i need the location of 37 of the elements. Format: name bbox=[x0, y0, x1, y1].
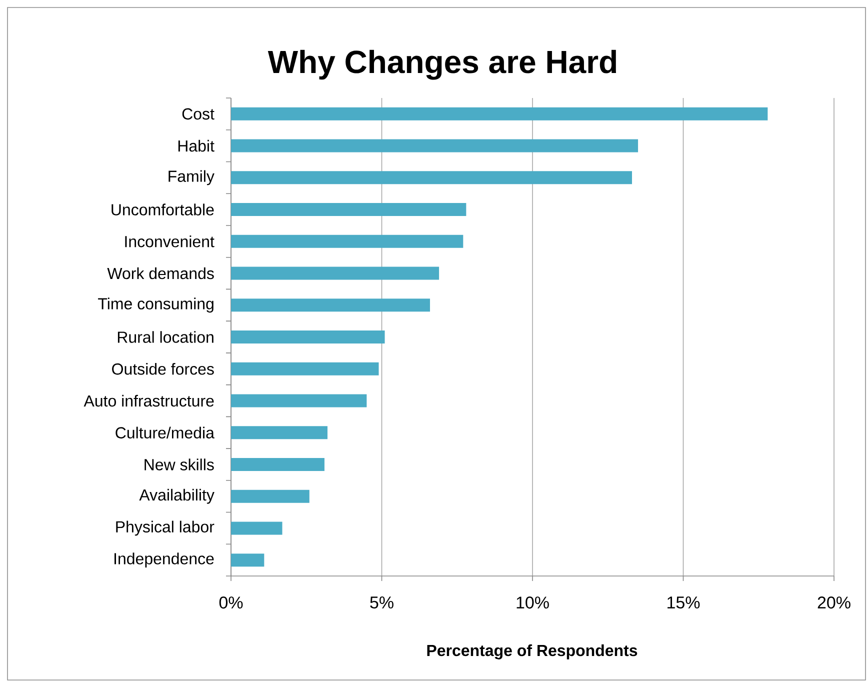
y-tick-label: Physical labor bbox=[116, 520, 214, 536]
bar bbox=[231, 490, 310, 503]
bar bbox=[231, 522, 282, 535]
bar bbox=[231, 298, 430, 312]
y-tick-label: Rural location bbox=[118, 331, 214, 343]
bar bbox=[231, 394, 367, 408]
x-axis-title: Percentage of Respondents bbox=[427, 644, 638, 660]
y-tick-label: Independence bbox=[114, 552, 214, 568]
x-tick-label: 0% bbox=[219, 596, 243, 609]
y-tick-label: Cost bbox=[182, 108, 214, 120]
bar bbox=[231, 554, 264, 567]
bar bbox=[231, 266, 440, 280]
y-tick-label: Inconvenient bbox=[125, 236, 214, 248]
y-tick-label: Work demands bbox=[107, 267, 214, 280]
bar bbox=[231, 362, 379, 376]
y-tick-label: Auto infrastructure bbox=[84, 394, 214, 407]
bar bbox=[231, 330, 385, 344]
bar bbox=[231, 203, 466, 216]
y-tick-label: Outside forces bbox=[112, 363, 214, 375]
y-tick-label: Family bbox=[168, 170, 214, 186]
y-tick-label: Availability bbox=[139, 488, 214, 504]
bar bbox=[231, 458, 324, 471]
y-tick-label: Uncomfortable bbox=[112, 204, 214, 216]
y-tick-label: Habit bbox=[178, 140, 214, 152]
x-tick-label: 10% bbox=[516, 596, 549, 609]
bar bbox=[231, 234, 464, 248]
bar bbox=[231, 171, 632, 184]
chart-title: Why Changes are Hard bbox=[268, 50, 616, 80]
y-tick-label: Culture/media bbox=[116, 426, 214, 438]
x-tick-label: 15% bbox=[668, 596, 700, 609]
y-tick-label: New skills bbox=[144, 458, 214, 470]
x-tick-label: 5% bbox=[370, 596, 394, 609]
bar bbox=[231, 139, 638, 152]
bar bbox=[231, 107, 768, 120]
y-tick-label: Time consuming bbox=[98, 298, 214, 313]
bar bbox=[231, 426, 328, 440]
x-tick-label: 20% bbox=[818, 596, 850, 609]
